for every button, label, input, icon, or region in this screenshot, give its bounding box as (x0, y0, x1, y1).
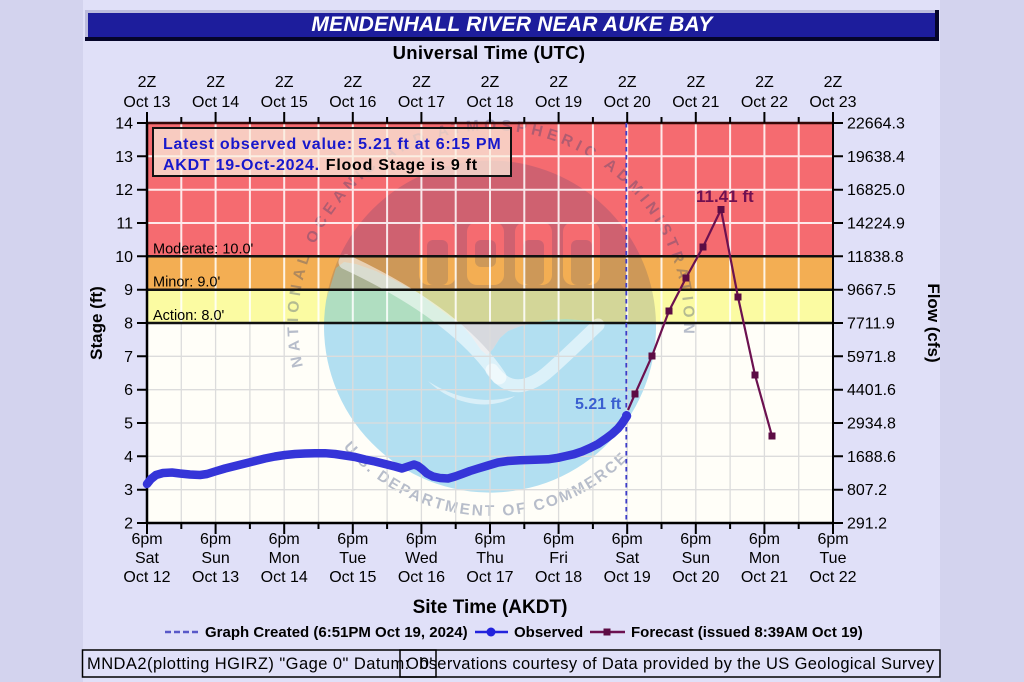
svg-text:6: 6 (124, 382, 133, 399)
svg-text:Universal Time (UTC): Universal Time (UTC) (393, 42, 586, 63)
svg-text:Oct 17: Oct 17 (398, 94, 445, 111)
svg-text:7: 7 (124, 349, 133, 366)
svg-text:Site Time (AKDT): Site Time (AKDT) (413, 597, 568, 618)
svg-text:Oct 23: Oct 23 (809, 94, 856, 111)
svg-text:Oct 22: Oct 22 (741, 94, 788, 111)
svg-text:Forecast (issued 8:39AM Oct 19: Forecast (issued 8:39AM Oct 19) (631, 624, 863, 641)
svg-text:Oct 14: Oct 14 (261, 569, 308, 586)
svg-text:6pm: 6pm (200, 531, 231, 548)
svg-text:Oct 19: Oct 19 (535, 94, 582, 111)
svg-text:11: 11 (116, 216, 133, 233)
svg-text:14224.9: 14224.9 (847, 216, 905, 233)
svg-text:Oct 12: Oct 12 (123, 569, 170, 586)
svg-text:2Z: 2Z (138, 74, 157, 91)
svg-text:Oct 21: Oct 21 (741, 569, 788, 586)
svg-text:2Z: 2Z (755, 74, 774, 91)
svg-text:Tue: Tue (339, 550, 366, 567)
svg-text:Oct 21: Oct 21 (672, 94, 719, 111)
svg-text:Oct 15: Oct 15 (261, 94, 308, 111)
svg-text:Oct 16: Oct 16 (329, 94, 376, 111)
svg-text:Moderate: 10.0': Moderate: 10.0' (153, 241, 254, 257)
svg-text:Graph Created (6:51PM Oct 19,: Graph Created (6:51PM Oct 19, 2024) (205, 624, 468, 641)
svg-text:8: 8 (124, 316, 133, 333)
svg-text:6pm: 6pm (337, 531, 368, 548)
svg-text:AKDT 19-Oct-2024.Flood Stage i: AKDT 19-Oct-2024. Flood Stage is 9 ft (163, 157, 478, 174)
svg-text:22664.3: 22664.3 (847, 116, 905, 133)
svg-text:2Z: 2Z (824, 74, 843, 91)
svg-text:Flow (cfs): Flow (cfs) (924, 283, 943, 362)
svg-text:16825.0: 16825.0 (847, 182, 905, 199)
svg-text:Wed: Wed (405, 550, 438, 567)
svg-text:6pm: 6pm (131, 531, 162, 548)
svg-text:Sun: Sun (682, 550, 710, 567)
svg-text:Stage (ft): Stage (ft) (87, 286, 106, 360)
svg-text:6pm: 6pm (406, 531, 437, 548)
svg-text:10: 10 (115, 249, 133, 266)
svg-text:6pm: 6pm (543, 531, 574, 548)
svg-text:6pm: 6pm (680, 531, 711, 548)
svg-text:2Z: 2Z (206, 74, 225, 91)
svg-text:3: 3 (124, 482, 133, 499)
svg-text:6pm: 6pm (474, 531, 505, 548)
svg-text:14: 14 (115, 116, 133, 133)
svg-text:Oct 16: Oct 16 (398, 569, 445, 586)
svg-text:4: 4 (124, 449, 133, 466)
svg-text:2: 2 (124, 516, 133, 533)
svg-text:6pm: 6pm (749, 531, 780, 548)
svg-text:Oct 22: Oct 22 (809, 569, 856, 586)
svg-text:5971.8: 5971.8 (847, 349, 896, 366)
svg-text:7711.9: 7711.9 (847, 316, 895, 333)
svg-text:2Z: 2Z (412, 74, 431, 91)
svg-text:9: 9 (124, 282, 133, 299)
svg-text:1688.6: 1688.6 (847, 449, 896, 466)
svg-text:9667.5: 9667.5 (847, 282, 896, 299)
svg-text:MNDA2(plotting HGIRZ) "Gage 0": MNDA2(plotting HGIRZ) "Gage 0" Datum: 0' (87, 655, 433, 673)
svg-text:291.2: 291.2 (847, 516, 887, 533)
svg-text:Action: 8.0': Action: 8.0' (153, 308, 225, 324)
svg-text:Oct 18: Oct 18 (535, 569, 582, 586)
svg-text:11.41 ft: 11.41 ft (696, 187, 754, 206)
svg-text:Fri: Fri (549, 550, 568, 567)
svg-text:Oct 15: Oct 15 (329, 569, 376, 586)
svg-text:Oct 20: Oct 20 (672, 569, 719, 586)
svg-text:2Z: 2Z (618, 74, 637, 91)
svg-text:Sat: Sat (135, 550, 160, 567)
svg-text:2Z: 2Z (481, 74, 500, 91)
svg-text:Sun: Sun (201, 550, 229, 567)
svg-text:11838.8: 11838.8 (847, 249, 904, 266)
svg-text:Oct 17: Oct 17 (466, 569, 513, 586)
svg-text:6pm: 6pm (269, 531, 300, 548)
svg-text:12: 12 (115, 182, 133, 199)
svg-text:5.21 ft: 5.21 ft (575, 396, 622, 413)
svg-text:Latest observed value: 5.21 ft: Latest observed value: 5.21 ft at 6:15 P… (163, 136, 501, 153)
svg-text:2Z: 2Z (686, 74, 705, 91)
svg-text:Thu: Thu (476, 550, 504, 567)
svg-text:5: 5 (124, 416, 133, 433)
svg-text:2934.8: 2934.8 (847, 416, 896, 433)
svg-text:6pm: 6pm (612, 531, 643, 548)
svg-text:Observations courtesy of Data: Observations courtesy of Data provided b… (406, 655, 935, 673)
svg-text:Mon: Mon (269, 550, 300, 567)
svg-text:Sat: Sat (615, 550, 640, 567)
svg-text:Minor: 9.0': Minor: 9.0' (153, 275, 220, 291)
svg-text:2Z: 2Z (275, 74, 294, 91)
svg-text:Oct 13: Oct 13 (123, 94, 170, 111)
svg-text:2Z: 2Z (343, 74, 362, 91)
svg-text:Oct 20: Oct 20 (604, 94, 651, 111)
svg-text:4401.6: 4401.6 (847, 382, 896, 399)
svg-text:807.2: 807.2 (847, 482, 887, 499)
svg-text:19638.4: 19638.4 (847, 149, 905, 166)
svg-text:Mon: Mon (749, 550, 780, 567)
svg-text:Oct 19: Oct 19 (604, 569, 651, 586)
svg-text:2Z: 2Z (549, 74, 568, 91)
svg-text:Oct 18: Oct 18 (466, 94, 513, 111)
svg-text:Tue: Tue (820, 550, 847, 567)
svg-text:Oct 13: Oct 13 (192, 569, 239, 586)
svg-text:Observed: Observed (514, 624, 583, 641)
svg-text:Oct 14: Oct 14 (192, 94, 239, 111)
svg-text:13: 13 (115, 149, 133, 166)
svg-text:6pm: 6pm (817, 531, 848, 548)
